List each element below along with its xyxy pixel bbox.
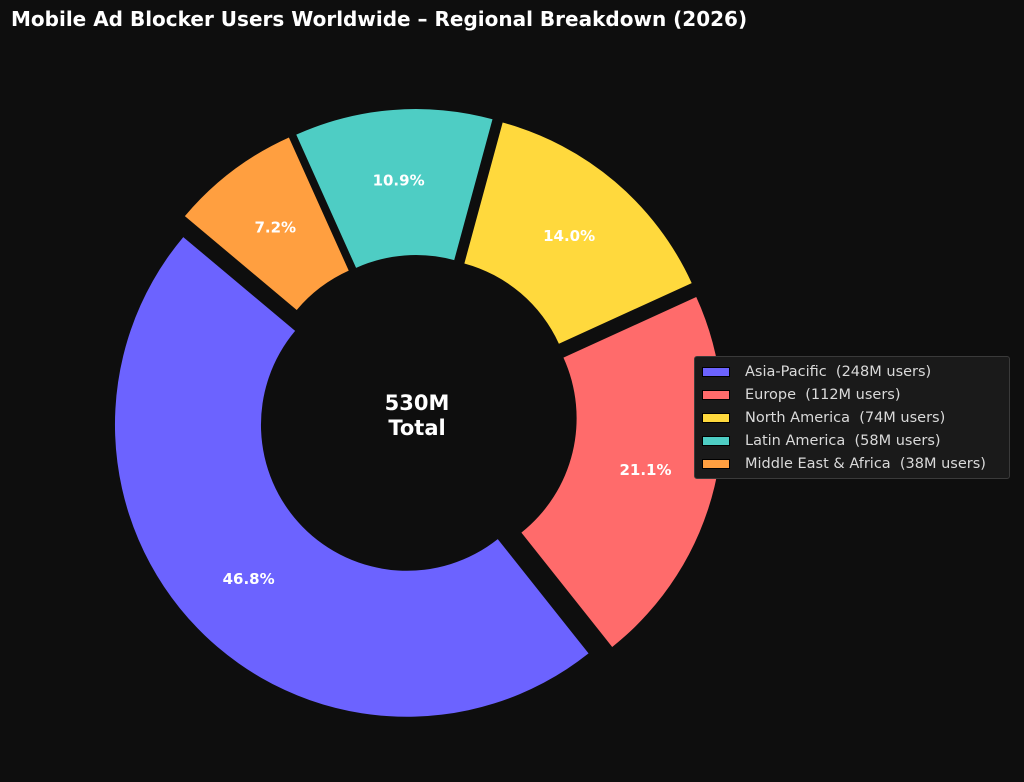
legend: Asia-Pacific (248M users) Europe (112M us… (694, 356, 1010, 479)
legend-swatch (702, 389, 730, 400)
legend-label: Middle East & Africa (38M users) (745, 455, 986, 472)
legend-label: Latin America (58M users) (745, 432, 941, 449)
slice-north-america (464, 122, 692, 344)
legend-item-latin-america: Latin America (58M users) (702, 429, 1009, 452)
center-total-value: 530M (385, 391, 450, 415)
legend-label: Europe (112M users) (745, 386, 901, 403)
slice-middle-east-and-africa (184, 137, 349, 310)
legend-swatch (702, 435, 730, 446)
donut-slices (114, 109, 723, 717)
percent-label-latin-america: 10.9% (373, 172, 425, 190)
chart-title: Mobile Ad Blocker Users Worldwide – Regi… (11, 7, 748, 31)
legend-swatch (702, 412, 730, 423)
legend-label: Asia-Pacific (248M users) (745, 363, 932, 380)
percent-label-asia-pacific: 46.8% (223, 570, 275, 588)
legend-swatch (702, 366, 730, 377)
slice-asia-pacific (114, 237, 589, 717)
legend-item-europe: Europe (112M users) (702, 383, 1009, 406)
percent-label-europe: 21.1% (619, 461, 671, 479)
slice-europe (521, 297, 723, 647)
legend-label: North America (74M users) (745, 409, 946, 426)
legend-item-asia-pacific: Asia-Pacific (248M users) (702, 360, 1009, 383)
legend-item-north-america: North America (74M users) (702, 406, 1009, 429)
percent-label-north-america: 14.0% (543, 227, 595, 245)
percent-labels: 46.8% 21.1% 14.0% 10.9% 7.2% (223, 172, 672, 588)
legend-item-middle-east-and-africa: Middle East & Africa (38M users) (702, 452, 1009, 475)
center-total-caption: Total (388, 416, 445, 440)
percent-label-middle-east-and-africa: 7.2% (254, 219, 296, 237)
slice-latin-america (296, 109, 493, 268)
legend-swatch (702, 458, 730, 469)
